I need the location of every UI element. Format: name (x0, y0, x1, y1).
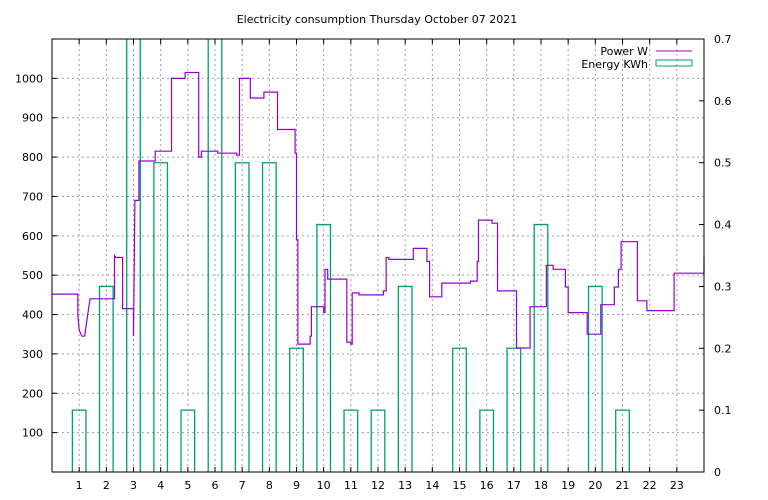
energy-bar (261, 162, 277, 472)
energy-bar (615, 409, 630, 472)
x-tick-label: 19 (561, 479, 575, 492)
energy-bar (533, 223, 549, 472)
y-right-tick-label: 0 (714, 466, 721, 479)
x-tick-label: 1 (76, 479, 83, 492)
y-left-tick-label: 200 (22, 387, 43, 400)
y-right-tick-label: 0.7 (714, 33, 732, 46)
power-line (52, 71, 705, 349)
x-tick-label: 14 (425, 479, 439, 492)
energy-bar (452, 347, 467, 472)
energy-bar (370, 409, 386, 472)
y-left-tick-label: 400 (22, 309, 43, 322)
x-tick-label: 4 (157, 479, 164, 492)
y-right-tick-label: 0.3 (714, 280, 732, 293)
x-axis-ticks: 1 2 3 4 5 6 7 8 9 10 11 12 13 14 15 16 17 18 19 20 21 22 23 (76, 39, 684, 492)
x-tick-label: 6 (212, 479, 219, 492)
legend: Power W Energy KWh (581, 45, 693, 71)
x-tick-label: 16 (480, 479, 494, 492)
energy-bar (587, 285, 603, 472)
energy-bar (234, 162, 250, 472)
x-tick-label: 17 (507, 479, 521, 492)
x-tick-label: 8 (266, 479, 273, 492)
x-tick-label: 12 (371, 479, 385, 492)
y-left-axis-ticks: 100 200 300 400 500 600 700 800 900 1000 (15, 72, 57, 440)
y-left-tick-label: 800 (22, 151, 43, 164)
power-line-group (52, 71, 705, 349)
y-left-tick-label: 500 (22, 269, 43, 282)
energy-bar (126, 39, 141, 472)
y-left-tick-label: 700 (22, 190, 43, 203)
energy-bar (180, 409, 196, 472)
x-tick-label: 23 (670, 479, 684, 492)
energy-bar (153, 162, 169, 472)
y-left-tick-label: 600 (22, 230, 43, 243)
y-right-tick-label: 0.1 (714, 404, 732, 417)
energy-bar (207, 39, 223, 472)
y-right-tick-label: 0.4 (714, 219, 732, 232)
x-tick-label: 11 (344, 479, 358, 492)
x-tick-label: 5 (184, 479, 191, 492)
x-tick-label: 20 (588, 479, 602, 492)
energy-bar (397, 285, 413, 472)
y-right-tick-label: 0.2 (714, 342, 732, 355)
energy-bar (316, 223, 332, 472)
grid-lines (52, 39, 704, 472)
energy-bars (71, 39, 630, 472)
energy-bar (343, 409, 359, 472)
y-left-tick-label: 300 (22, 348, 43, 361)
y-left-tick-label: 1000 (15, 72, 43, 85)
energy-bar (506, 347, 522, 472)
legend-label-power: Power W (600, 45, 648, 58)
x-tick-label: 9 (293, 479, 300, 492)
y-right-tick-label: 0.6 (714, 95, 732, 108)
x-tick-label: 3 (130, 479, 137, 492)
x-tick-label: 13 (398, 479, 412, 492)
energy-bar (289, 347, 304, 472)
x-tick-label: 10 (317, 479, 331, 492)
x-tick-label: 15 (453, 479, 467, 492)
x-tick-label: 18 (534, 479, 548, 492)
x-tick-label: 21 (616, 479, 630, 492)
y-right-tick-label: 0.5 (714, 157, 732, 170)
y-right-axis-ticks: 0 0.1 0.2 0.3 0.4 0.5 0.6 0.7 (699, 33, 732, 479)
x-tick-label: 22 (643, 479, 657, 492)
y-left-tick-label: 100 (22, 427, 43, 440)
energy-bar (98, 285, 114, 472)
y-left-tick-label: 900 (22, 112, 43, 125)
x-tick-label: 7 (239, 479, 246, 492)
x-tick-label: 2 (103, 479, 110, 492)
legend-label-energy: Energy KWh (581, 58, 648, 71)
legend-swatch-energy (655, 59, 693, 67)
energy-bar (71, 409, 87, 472)
energy-bar (479, 409, 495, 472)
chart-title: Electricity consumption Thursday October… (237, 13, 518, 26)
